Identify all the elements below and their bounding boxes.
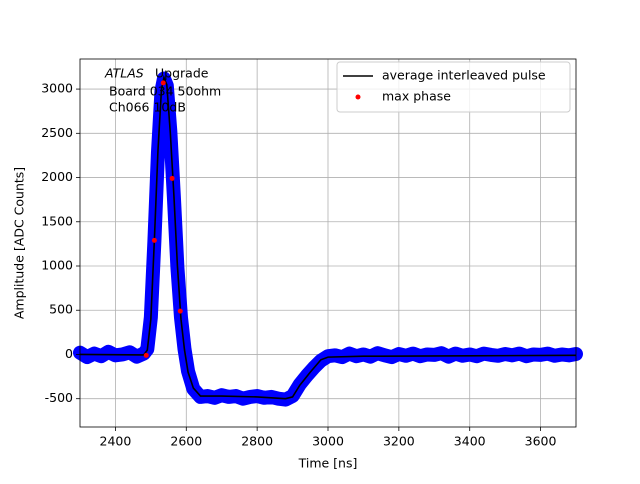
annotation-line: Board 034 50ohm: [109, 84, 221, 99]
annotation-line: Ch066 10dB: [109, 100, 186, 115]
y-tick-label: 1000: [41, 258, 73, 273]
y-tick-label: 2000: [41, 169, 73, 184]
x-axis-label: Time [ns]: [298, 456, 358, 471]
y-tick-label: -500: [45, 390, 73, 405]
annotation-label: Upgrade: [155, 66, 209, 81]
max-phase-point: [160, 80, 166, 86]
legend: average interleaved pulse max phase: [336, 61, 571, 113]
pulse-line: [79, 74, 577, 400]
max-phase-point: [169, 175, 175, 181]
legend-box: [336, 61, 571, 113]
max-phase-point: [143, 352, 149, 358]
max-phase-point: [151, 237, 157, 243]
y-tick-label: 3000: [41, 81, 73, 96]
tick-layer: 2400 2600 2800 3000 3200 3400 3600 -500 0 500 1000…: [41, 81, 556, 449]
grid-layer: [80, 59, 576, 427]
data-layer: [73, 71, 583, 407]
y-tick-label: 500: [49, 302, 73, 317]
legend-label: max phase: [382, 89, 451, 104]
x-tick-label: 2400: [100, 434, 132, 449]
x-tick-label: 2600: [170, 434, 202, 449]
x-tick-label: 3600: [525, 434, 557, 449]
y-tick-label: 0: [65, 346, 73, 361]
y-tick-label: 2500: [41, 125, 73, 140]
legend-label: average interleaved pulse: [382, 68, 546, 83]
max-phase-point: [177, 308, 183, 314]
legend-marker: [355, 94, 361, 100]
y-axis-label: Amplitude [ADC Counts]: [12, 167, 27, 319]
x-tick-label: 3200: [383, 434, 415, 449]
x-tick-label: 3000: [312, 434, 344, 449]
y-tick-label: 1500: [41, 213, 73, 228]
x-tick-label: 3400: [454, 434, 486, 449]
x-tick-label: 2800: [241, 434, 273, 449]
annotation-experiment: ATLAS: [104, 66, 144, 81]
